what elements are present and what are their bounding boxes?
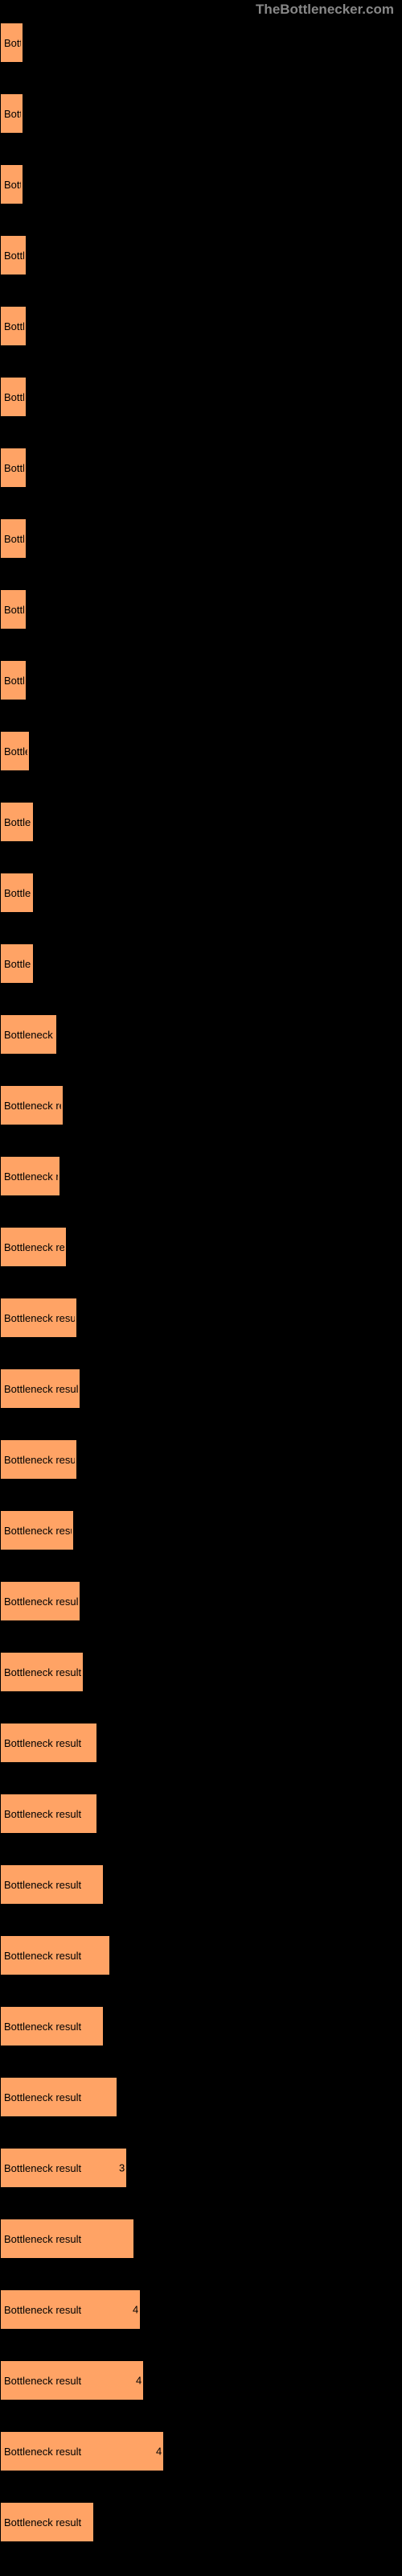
- bar-label: Bottleneck result: [1, 1666, 81, 1678]
- bar-label: Bottleneck result: [1, 1525, 72, 1537]
- bar: Bottleneck result: [0, 2077, 117, 2117]
- bar-label: Bottleneck result: [1, 2233, 81, 2245]
- bar-label: Bottleneck result: [1, 320, 24, 332]
- bar: Bottleneck result: [0, 23, 23, 63]
- bar-label: Bottleneck result: [1, 604, 24, 616]
- bar-value-label: 4: [133, 2304, 138, 2316]
- bar: Bottleneck result: [0, 1156, 60, 1196]
- bar: Bottleneck result: [0, 1510, 74, 1550]
- bar: Bottleneck result: [0, 1794, 97, 1834]
- bar: Bottleneck result: [0, 1935, 110, 1975]
- bar-value-label: 3: [119, 2162, 125, 2174]
- bar-label: Bottleneck result: [1, 37, 21, 49]
- bar-label: Bottleneck result: [1, 179, 21, 191]
- bar: Bottleneck result: [0, 448, 27, 488]
- bar-label: Bottleneck result: [1, 2516, 81, 2529]
- bar: Bottleneck result: [0, 2006, 104, 2046]
- bar-label: Bottleneck result: [1, 1170, 58, 1183]
- bar-label: Bottleneck result: [1, 1029, 55, 1041]
- bar-label: Bottleneck result: [1, 533, 24, 545]
- bar: Bottleneck result: [0, 1368, 80, 1409]
- bar: Bottleneck result: [0, 377, 27, 417]
- bar-label: Bottleneck result: [1, 745, 27, 758]
- bar: Bottleneck result: [0, 1723, 97, 1763]
- bar-label: Bottleneck result: [1, 2091, 81, 2103]
- bar: Bottleneck result: [0, 1864, 104, 1905]
- bar: Bottleneck result: [0, 2431, 164, 2471]
- bar: Bottleneck result: [0, 1439, 77, 1480]
- bar-label: Bottleneck result: [1, 1808, 81, 1820]
- bar-label: Bottleneck result: [1, 1596, 78, 1608]
- bar: Bottleneck result: [0, 2219, 134, 2259]
- bar-value-label: 4: [136, 2375, 142, 2387]
- bar: Bottleneck result: [0, 235, 27, 275]
- bar: Bottleneck result: [0, 873, 34, 913]
- bar: Bottleneck result: [0, 93, 23, 134]
- bar-label: Bottleneck result: [1, 1879, 81, 1891]
- bar-label: Bottleneck result: [1, 2021, 81, 2033]
- bar-label: Bottleneck result: [1, 2446, 81, 2458]
- bar-value-label: 4: [156, 2446, 162, 2458]
- bar: Bottleneck result: [0, 1581, 80, 1621]
- bar: Bottleneck result: [0, 306, 27, 346]
- bar-label: Bottleneck result: [1, 958, 31, 970]
- bar: Bottleneck result: [0, 943, 34, 984]
- bar-label: Bottleneck result: [1, 1737, 81, 1749]
- bar: Bottleneck result: [0, 1085, 64, 1125]
- bar-label: Bottleneck result: [1, 108, 21, 120]
- bar-label: Bottleneck result: [1, 1312, 75, 1324]
- bar: Bottleneck result: [0, 731, 30, 771]
- bar: Bottleneck result: [0, 2148, 127, 2188]
- bar-label: Bottleneck result: [1, 887, 31, 899]
- bar-label: Bottleneck result: [1, 1100, 61, 1112]
- bar: Bottleneck result: [0, 2360, 144, 2401]
- bar: Bottleneck result: [0, 2502, 94, 2542]
- chart-container: Bottleneck result Bottleneck result Bottle…: [0, 0, 402, 2576]
- bar: Bottleneck result: [0, 1227, 67, 1267]
- bar-label: Bottleneck result: [1, 2375, 81, 2387]
- bar: Bottleneck result: [0, 2289, 141, 2330]
- bar-label: Bottleneck result: [1, 1241, 64, 1253]
- bar-label: Bottleneck result: [1, 391, 24, 403]
- bar-label: Bottleneck result: [1, 2162, 81, 2174]
- bar-label: Bottleneck result: [1, 2304, 81, 2316]
- bar: Bottleneck result: [0, 1014, 57, 1055]
- bar-label: Bottleneck result: [1, 1950, 81, 1962]
- bar: Bottleneck result: [0, 1652, 84, 1692]
- bar: Bottleneck result: [0, 802, 34, 842]
- bar-label: Bottleneck result: [1, 1454, 75, 1466]
- bar-label: Bottleneck result: [1, 816, 31, 828]
- bar-label: Bottleneck result: [1, 1383, 78, 1395]
- bar: Bottleneck result: [0, 589, 27, 630]
- bar: Bottleneck result: [0, 1298, 77, 1338]
- bar-label: Bottleneck result: [1, 675, 24, 687]
- bar: Bottleneck result: [0, 660, 27, 700]
- bar-label: Bottleneck result: [1, 250, 24, 262]
- bar: Bottleneck result: [0, 518, 27, 559]
- bar: Bottleneck result: [0, 164, 23, 204]
- bar-label: Bottleneck result: [1, 462, 24, 474]
